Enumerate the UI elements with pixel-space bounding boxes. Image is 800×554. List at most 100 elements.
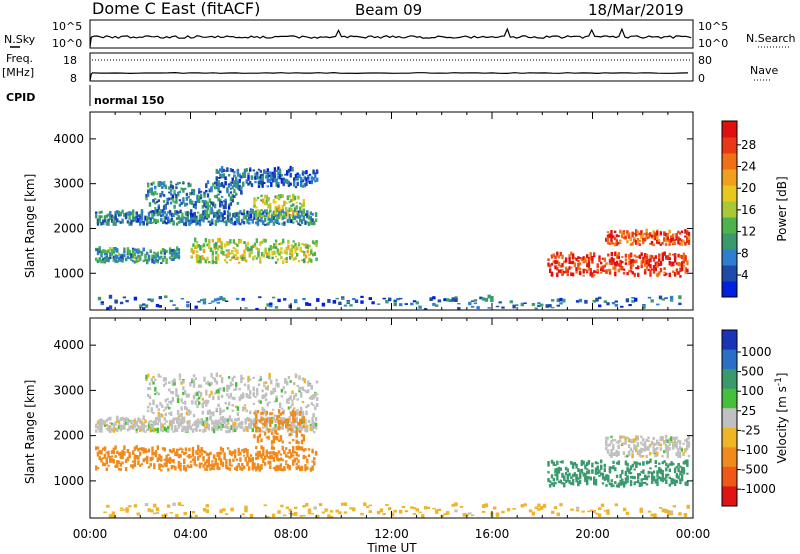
heatmap-cell — [281, 445, 284, 451]
heatmap-cell — [663, 450, 666, 453]
heatmap-cell — [190, 215, 193, 219]
heatmap-cell — [126, 428, 130, 432]
heatmap-cell — [587, 470, 591, 474]
heatmap-cell — [277, 439, 281, 442]
heatmap-cell — [274, 195, 277, 199]
heatmap-cell — [154, 450, 158, 454]
heatmap-cell — [314, 426, 318, 429]
heatmap-cell — [103, 511, 107, 514]
heatmap-cell — [219, 407, 222, 413]
heatmap-cell — [193, 428, 196, 431]
heatmap-cell — [171, 380, 175, 383]
heatmap-cell — [221, 216, 225, 222]
heatmap-cell — [149, 250, 152, 253]
heatmap-cell — [240, 175, 243, 179]
heatmap-cell — [237, 423, 240, 427]
heatmap-cell — [605, 262, 608, 265]
heatmap-cell — [677, 230, 680, 234]
heatmap-cell — [606, 509, 610, 513]
heatmap-cell — [223, 425, 226, 429]
heatmap-cell — [571, 260, 575, 265]
heatmap-cell — [162, 183, 166, 187]
heatmap-cell — [297, 210, 300, 214]
freq-tick-bottom: 8 — [70, 72, 77, 85]
heatmap-cell — [114, 213, 117, 218]
heatmap-cell — [594, 270, 598, 273]
heatmap-cell — [306, 458, 309, 461]
heatmap-cell — [640, 441, 643, 445]
heatmap-cell — [276, 452, 279, 457]
heatmap-cell — [160, 469, 163, 472]
heatmap-cell — [575, 267, 578, 272]
heatmap-cell — [248, 419, 251, 422]
heatmap-cell — [587, 476, 591, 480]
heatmap-cell — [577, 256, 580, 259]
heatmap-cell — [554, 255, 557, 260]
heatmap-cell — [217, 193, 220, 196]
heatmap-cell — [184, 466, 188, 472]
y-tick-label: 1000 — [53, 266, 84, 280]
heatmap-cell — [300, 182, 303, 186]
heatmap-cell — [194, 305, 198, 309]
heatmap-cell — [580, 459, 584, 464]
heatmap-cell — [130, 219, 133, 225]
heatmap-cell — [173, 206, 176, 209]
heatmap-cell — [229, 202, 233, 206]
heatmap-cell — [253, 213, 256, 217]
heatmap-cell — [631, 271, 635, 275]
heatmap-cell — [650, 440, 654, 444]
heatmap-cell — [207, 220, 210, 223]
heatmap-cell — [273, 245, 276, 249]
heatmap-cell — [218, 245, 221, 248]
heatmap-cell — [209, 451, 212, 456]
heatmap-cell — [658, 295, 663, 300]
heatmap-cell — [223, 259, 227, 262]
heatmap-cell — [149, 419, 152, 423]
heatmap-cell — [258, 467, 261, 472]
heatmap-cell — [454, 509, 458, 513]
heatmap-cell — [624, 441, 627, 445]
colorbar-tick-label: 4 — [741, 268, 749, 282]
velocity-band-5 — [605, 434, 691, 459]
heatmap-cell — [102, 457, 105, 460]
heatmap-cell — [279, 194, 283, 199]
heatmap-cell — [169, 391, 173, 394]
heatmap-cell — [205, 205, 208, 209]
velocity-y-axis-label: Slant Range [km] — [23, 380, 37, 484]
heatmap-cell — [271, 171, 275, 176]
heatmap-cell — [122, 509, 127, 511]
heatmap-cell — [284, 390, 287, 394]
heatmap-cell — [154, 428, 158, 432]
heatmap-cell — [298, 386, 301, 390]
heatmap-cell — [241, 212, 244, 216]
heatmap-cell — [156, 260, 159, 264]
heatmap-cell — [622, 481, 626, 485]
heatmap-cell — [103, 423, 107, 427]
heatmap-cell — [273, 414, 277, 417]
heatmap-cell — [167, 425, 170, 430]
heatmap-cell — [211, 250, 214, 256]
heatmap-cell — [262, 426, 265, 429]
heatmap-cell — [591, 256, 594, 261]
heatmap-cell — [164, 377, 167, 382]
heatmap-cell — [603, 257, 606, 261]
heatmap-cell — [249, 421, 253, 425]
heatmap-cell — [314, 417, 318, 422]
heatmap-cell — [270, 457, 274, 460]
heatmap-cell — [193, 456, 196, 462]
heatmap-cell — [183, 466, 186, 471]
heatmap-cell — [109, 458, 112, 463]
heatmap-cell — [163, 426, 166, 431]
heatmap-cell — [126, 211, 130, 216]
heatmap-cell — [633, 232, 636, 235]
heatmap-cell — [103, 215, 107, 220]
heatmap-cell — [201, 199, 204, 203]
heatmap-cell — [548, 304, 552, 308]
heatmap-cell — [126, 256, 130, 260]
heatmap-cell — [644, 256, 647, 259]
heatmap-cell — [608, 467, 612, 470]
heatmap-cell — [663, 237, 666, 242]
heatmap-cell — [107, 452, 110, 457]
heatmap-cell — [584, 268, 587, 271]
